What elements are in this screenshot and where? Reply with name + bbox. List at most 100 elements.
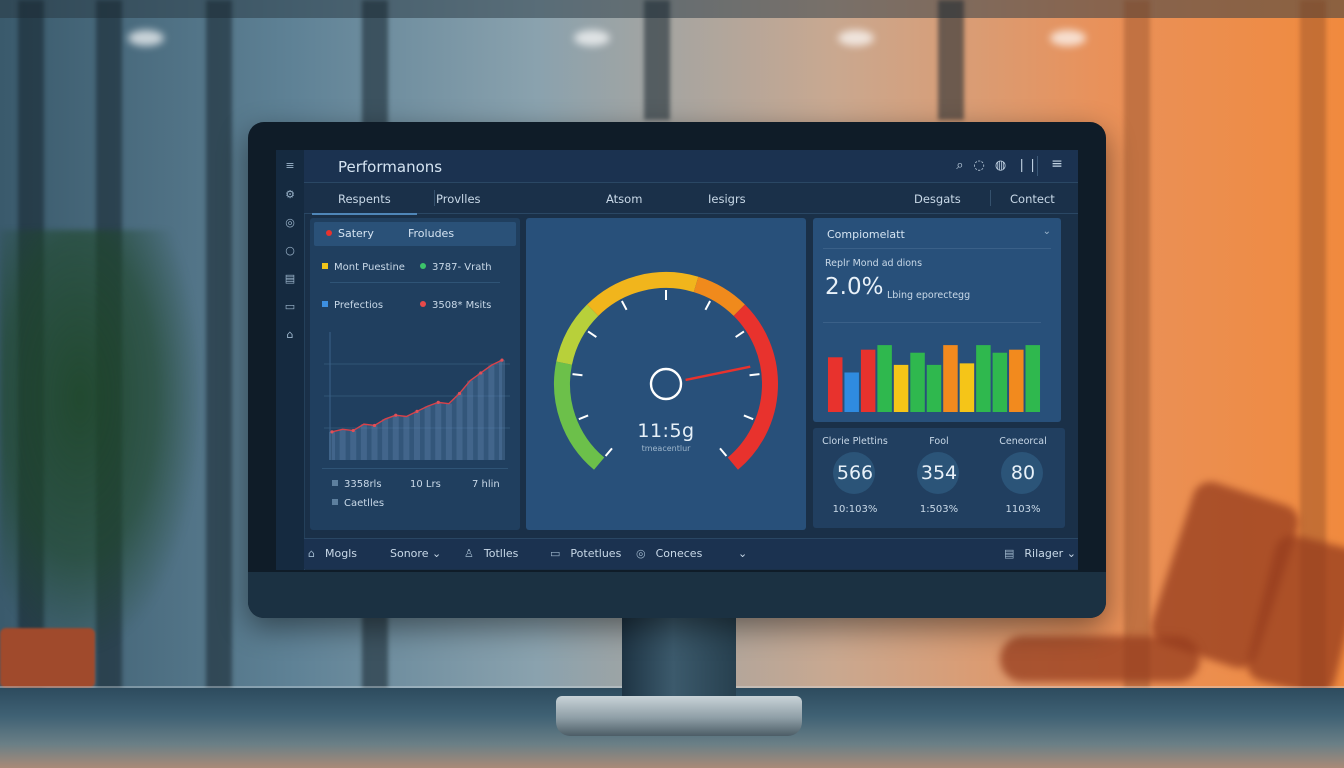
metric-label: Replr Mond ad dions: [825, 258, 923, 269]
menu-icon[interactable]: ≡: [285, 159, 295, 172]
potted-plant: [0, 230, 200, 650]
menu-icon[interactable]: ≡: [1051, 156, 1063, 172]
area-column: [350, 430, 357, 460]
tab-bar: Respents Provlles Atsom Iesigrs Desgats …: [304, 183, 1078, 215]
stat-ring: [1001, 452, 1043, 494]
stat-percent: 1:503%: [919, 504, 959, 515]
legend-swatch: [322, 263, 328, 269]
tab-desgats[interactable]: Desgats: [914, 192, 961, 206]
bar: [827, 357, 843, 412]
tab-iesigrs[interactable]: Iesigrs: [708, 192, 746, 206]
gauge-tick: [620, 300, 628, 311]
nav-label: Potetlues: [570, 547, 622, 560]
gauge-segment: [587, 272, 699, 317]
stat-label: Clorie Plettins: [822, 436, 888, 447]
area-column: [456, 393, 463, 460]
tab-divider: [990, 190, 991, 206]
gauge-tick: [704, 300, 712, 311]
footer-stat: Caetlles: [332, 498, 384, 509]
stat-ring: [833, 452, 875, 494]
gauge-tick: [719, 447, 728, 457]
stat-ring: [917, 452, 959, 494]
bar: [943, 345, 958, 412]
panel-tabs: Satery Froludes: [314, 222, 516, 246]
tab-respents[interactable]: Respents: [312, 192, 417, 215]
panel-tab-label: Satery: [338, 227, 374, 240]
area-column: [371, 425, 378, 460]
window-frame: [1124, 0, 1150, 690]
search-icon[interactable]: ⌕: [956, 158, 964, 173]
nav-label: Rilager: [1024, 547, 1064, 560]
nav-mogls[interactable]: ⌂ Mogls: [308, 547, 357, 560]
gauge-panel: 11:5g tmeacentlur: [526, 218, 806, 530]
area-column: [467, 380, 474, 460]
refresh-icon[interactable]: ◌: [973, 158, 985, 173]
folder-icon[interactable]: ▭: [284, 300, 296, 313]
gauge-segment: [727, 304, 778, 470]
legend-item: Mont Puestine: [322, 262, 405, 273]
globe-icon[interactable]: ◎: [285, 216, 295, 229]
ceiling-light: [128, 30, 164, 46]
legend-label: 3787- Vrath: [432, 262, 492, 273]
chevron-down-icon[interactable]: ⌄: [1042, 226, 1051, 237]
stat-label: Fool: [929, 436, 949, 447]
gauge-segment: [556, 304, 599, 365]
ceiling-light: [838, 30, 874, 46]
pause-icon[interactable]: ❘❘: [1016, 158, 1038, 173]
legend-item: Prefectios: [322, 300, 383, 311]
tab-contect[interactable]: Contect: [1010, 192, 1055, 206]
data-point: [415, 409, 419, 413]
settings-icon[interactable]: ⚙: [285, 188, 295, 201]
bar-chart: [827, 345, 1041, 412]
area-column: [382, 419, 389, 460]
data-point: [394, 413, 398, 417]
gauge-value: 11:5g: [637, 420, 695, 442]
gauge-tick: [743, 414, 754, 421]
gauge-segment: [693, 276, 745, 317]
stat-card: Fool 354 1:503%: [897, 428, 981, 528]
footer-stat-label: Caetlles: [344, 498, 385, 509]
metric-description: Lbing eporectegg: [887, 290, 971, 301]
legend-panel: Satery Froludes Mont Puestine 3787- Vrat…: [310, 218, 520, 530]
toolbar-divider: [1037, 156, 1038, 176]
user-icon[interactable]: ⌂: [286, 328, 294, 341]
chevron-down-icon[interactable]: ⌄: [738, 547, 748, 560]
gauge-segment: [554, 361, 605, 470]
nav-coneces[interactable]: ◎ Coneces: [636, 547, 702, 560]
window-frame: [206, 0, 232, 690]
footer-swatch: [332, 480, 338, 486]
bar: [893, 364, 909, 412]
tab-divider: [434, 190, 435, 206]
nav-label: Sonore: [390, 547, 429, 560]
chat-icon[interactable]: ◍: [994, 158, 1007, 173]
gauge-tick: [587, 330, 597, 338]
circle-icon[interactable]: ○: [285, 244, 295, 257]
top-bar: Performanons ⌕ ◌ ◍ ❘❘ ≡: [304, 150, 1078, 183]
nav-rilager[interactable]: ▤ Rilager ⌄: [1004, 547, 1076, 560]
area-column: [339, 429, 346, 460]
area-column: [360, 424, 367, 460]
gauge-tick: [749, 373, 760, 377]
nav-sonore[interactable]: Sonore ⌄: [390, 547, 441, 560]
calendar-icon[interactable]: ▤: [284, 272, 296, 285]
footer-stat: 7 hlin: [472, 479, 500, 490]
panel-tab-satery[interactable]: Satery: [326, 227, 374, 240]
bar: [1009, 349, 1024, 412]
bar: [844, 372, 859, 412]
nav-totlles[interactable]: ♙ Totlles: [464, 547, 518, 560]
settings-icon: ◎: [636, 547, 646, 560]
area-column: [445, 403, 452, 460]
office-chair: [1000, 636, 1200, 682]
icon-rail: ≡ ⚙ ◎ ○ ▤ ▭ ⌂: [276, 150, 305, 570]
area-column: [488, 365, 495, 460]
panel-tab-froludes[interactable]: Froludes: [408, 227, 455, 240]
bar: [976, 345, 991, 412]
data-point: [500, 358, 504, 362]
nav-potetlues[interactable]: ▭ Potetlues: [550, 547, 621, 560]
metric-panel: Compiomelatt ⌄ Replr Mond ad dions 2.0% …: [813, 218, 1061, 422]
tab-atsom[interactable]: Atsom: [606, 192, 643, 206]
stat-value: 354: [920, 462, 958, 484]
area-chart: [324, 332, 510, 460]
tab-provlles[interactable]: Provlles: [436, 192, 481, 206]
divider: [823, 248, 1051, 249]
